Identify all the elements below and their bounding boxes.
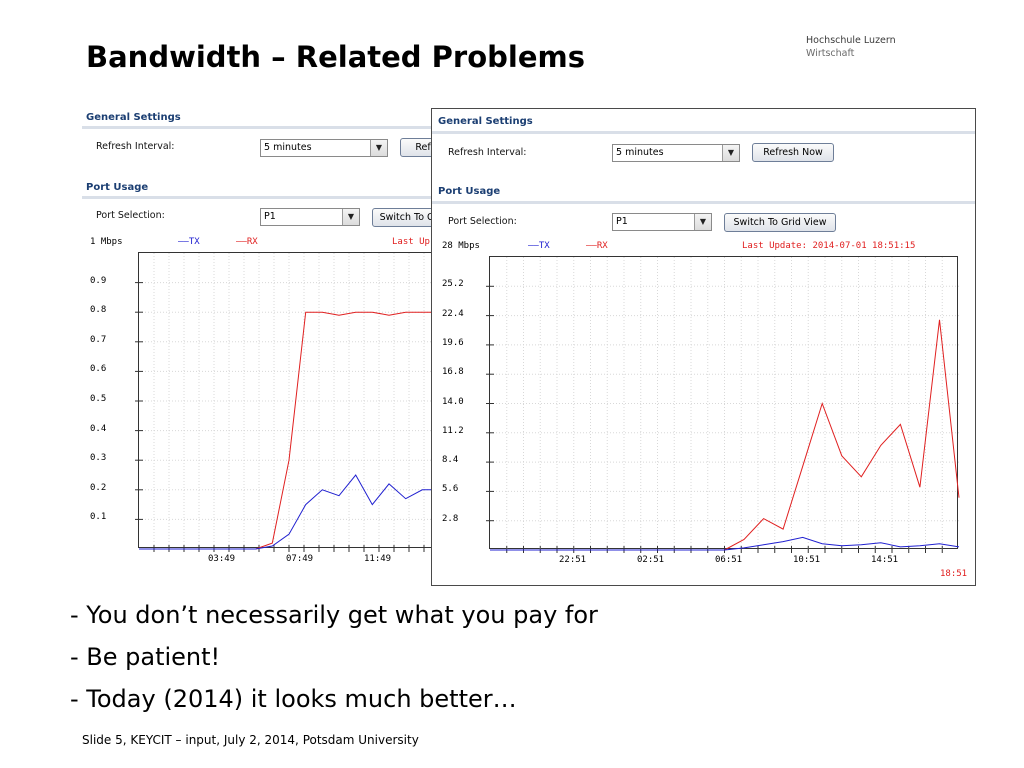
refresh-interval-select[interactable]: 5 minutes ▼ bbox=[612, 144, 740, 162]
bullet-list: - You don’t necessarily get what you pay… bbox=[70, 597, 598, 723]
y-tick-label: 5.6 bbox=[442, 484, 459, 495]
slide-title: Bandwidth – Related Problems bbox=[86, 40, 585, 74]
bullet-item: - Be patient! bbox=[70, 643, 221, 671]
legend-tx: ——TX bbox=[528, 241, 550, 251]
refresh-interval-label: Refresh Interval: bbox=[96, 141, 175, 152]
y-tick-label: 0.3 bbox=[90, 453, 107, 464]
bullet-item: - You don’t necessarily get what you pay… bbox=[70, 601, 598, 629]
y-tick-label: 0.2 bbox=[90, 482, 107, 493]
y-tick-label: 19.6 bbox=[442, 337, 464, 348]
general-settings-heading: General Settings bbox=[438, 116, 533, 127]
chart-unit: 28 Mbps bbox=[442, 241, 480, 251]
refresh-now-button[interactable]: Refr bbox=[400, 138, 432, 157]
refresh-interval-value: 5 minutes bbox=[616, 147, 664, 158]
section-divider bbox=[82, 126, 432, 129]
corner-time: 18:51 bbox=[940, 569, 968, 579]
x-tick-label: 11:49 bbox=[364, 554, 392, 564]
series-line-tx bbox=[139, 474, 432, 550]
y-tick-label: 0.8 bbox=[90, 305, 107, 316]
chevron-down-icon[interactable]: ▼ bbox=[342, 209, 359, 225]
series-line-tx bbox=[490, 536, 960, 551]
last-update: Last Update: 2014-07-01 18:51:15 bbox=[742, 241, 916, 251]
university-logo: Hochschule Luzern Wirtschaft bbox=[806, 34, 896, 60]
y-tick-label: 0.4 bbox=[90, 423, 107, 434]
y-tick-label: 0.6 bbox=[90, 364, 107, 375]
x-tick-label: 10:51 bbox=[793, 555, 821, 565]
refresh-now-button[interactable]: Refresh Now bbox=[752, 143, 834, 162]
legend-rx: ——RX bbox=[236, 237, 258, 247]
section-divider bbox=[432, 201, 975, 204]
refresh-interval-value: 5 minutes bbox=[264, 142, 312, 153]
chart-svg bbox=[486, 257, 960, 553]
x-tick-label: 07:49 bbox=[286, 554, 314, 564]
x-tick-label: 03:49 bbox=[208, 554, 236, 564]
screenshot-front: General Settings Refresh Interval: 5 min… bbox=[431, 108, 976, 586]
port-usage-heading: Port Usage bbox=[438, 186, 501, 197]
y-tick-label: 25.2 bbox=[442, 279, 464, 290]
slide-footer: Slide 5, KEYCIT – input, July 2, 2014, P… bbox=[82, 733, 419, 747]
port-selection-value: P1 bbox=[264, 211, 276, 222]
bandwidth-chart-back bbox=[135, 252, 432, 552]
logo-line-2: Wirtschaft bbox=[806, 48, 855, 59]
switch-view-button[interactable]: Switch To G bbox=[372, 208, 432, 227]
port-selection-select[interactable]: P1 ▼ bbox=[260, 208, 360, 226]
y-tick-label: 0.7 bbox=[90, 334, 107, 345]
y-tick-label: 0.1 bbox=[90, 512, 107, 523]
logo-line-1: Hochschule Luzern bbox=[806, 35, 896, 46]
legend-tx: ——TX bbox=[178, 237, 200, 247]
port-selection-select[interactable]: P1 ▼ bbox=[612, 213, 712, 231]
chevron-down-icon[interactable]: ▼ bbox=[722, 145, 739, 161]
chart-unit: 1 Mbps bbox=[90, 237, 123, 247]
x-tick-label: 02:51 bbox=[637, 555, 665, 565]
port-usage-heading: Port Usage bbox=[86, 182, 149, 193]
chevron-down-icon[interactable]: ▼ bbox=[370, 140, 387, 156]
y-tick-label: 14.0 bbox=[442, 396, 464, 407]
x-tick-label: 22:51 bbox=[559, 555, 587, 565]
last-update: Last Up bbox=[392, 237, 430, 247]
refresh-interval-label: Refresh Interval: bbox=[448, 147, 527, 158]
y-tick-label: 2.8 bbox=[442, 513, 459, 524]
y-tick-label: 16.8 bbox=[442, 367, 464, 378]
legend-rx: ——RX bbox=[586, 241, 608, 251]
switch-to-grid-view-button[interactable]: Switch To Grid View bbox=[724, 213, 836, 232]
y-tick-label: 22.4 bbox=[442, 308, 464, 319]
chevron-down-icon[interactable]: ▼ bbox=[694, 214, 711, 230]
general-settings-heading: General Settings bbox=[86, 112, 181, 123]
port-selection-label: Port Selection: bbox=[96, 210, 165, 221]
port-selection-label: Port Selection: bbox=[448, 216, 517, 227]
y-tick-label: 0.5 bbox=[90, 394, 107, 404]
screenshot-back: General Settings Refresh Interval: 5 min… bbox=[82, 106, 432, 576]
port-selection-value: P1 bbox=[616, 216, 628, 227]
y-tick-label: 11.2 bbox=[442, 425, 464, 436]
x-tick-label: 06:51 bbox=[715, 555, 743, 565]
bullet-item: - Today (2014) it looks much better… bbox=[70, 685, 517, 713]
chart-svg bbox=[135, 253, 432, 552]
y-tick-label: 8.4 bbox=[442, 455, 459, 466]
section-divider bbox=[432, 131, 975, 134]
section-divider bbox=[82, 196, 432, 199]
y-tick-label: 0.9 bbox=[90, 275, 107, 286]
refresh-interval-select[interactable]: 5 minutes ▼ bbox=[260, 139, 388, 157]
x-tick-label: 14:51 bbox=[871, 555, 899, 565]
bandwidth-chart-front bbox=[486, 256, 960, 553]
